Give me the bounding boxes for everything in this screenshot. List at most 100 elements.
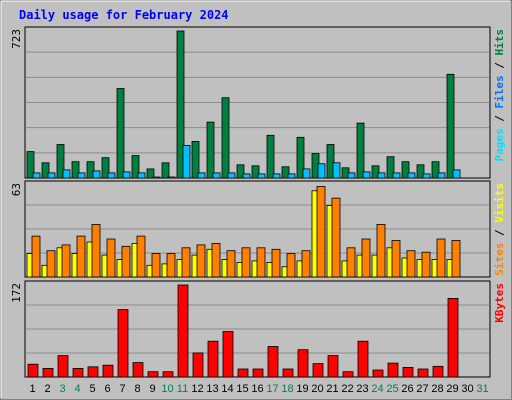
bar-files-day-16 xyxy=(257,173,266,179)
bar-files-day-4 xyxy=(77,172,86,179)
bar-sites-day-24 xyxy=(376,223,386,278)
bar-sites-day-27 xyxy=(421,251,431,278)
bar-hits-day-2 xyxy=(41,162,50,179)
bar-sites-day-19 xyxy=(301,250,311,278)
bar-hits-day-6 xyxy=(101,157,110,179)
legend-kbytes: KBytes xyxy=(493,283,506,323)
x-tick-label: 17 xyxy=(266,383,278,395)
x-tick-label: 9 xyxy=(149,383,155,395)
bar-hits-day-15 xyxy=(236,164,245,179)
bar-hits-day-4 xyxy=(71,161,80,179)
bar-sites-day-11 xyxy=(181,247,191,278)
bar-hits-day-12 xyxy=(191,140,200,179)
x-tick-label: 27 xyxy=(416,383,428,395)
bar-hits-day-11 xyxy=(176,30,185,179)
x-tick-label: 10 xyxy=(161,383,173,395)
bar-files-day-6 xyxy=(107,172,116,179)
legend-visits-sites: Sites / Visits xyxy=(493,183,506,276)
axis-max-label: 172 xyxy=(10,283,23,303)
chart-title: Daily usage for February 2024 xyxy=(19,8,229,22)
bar-kbytes-day-1 xyxy=(27,363,39,378)
bar-sites-day-9 xyxy=(151,253,161,278)
x-tick-label: 26 xyxy=(401,383,413,395)
bar-kbytes-day-15 xyxy=(237,368,249,378)
bar-kbytes-day-19 xyxy=(297,349,309,378)
bar-sites-day-13 xyxy=(211,242,221,278)
bar-sites-day-21 xyxy=(331,197,341,278)
legend-item: Sites xyxy=(493,243,506,276)
bar-hits-day-25 xyxy=(386,156,395,179)
bar-files-day-21 xyxy=(332,162,341,179)
bar-hits-day-5 xyxy=(86,161,95,179)
x-tick-label: 6 xyxy=(104,383,110,395)
bar-kbytes-day-2 xyxy=(42,367,54,378)
bar-sites-day-14 xyxy=(226,250,236,278)
bar-kbytes-day-24 xyxy=(372,369,384,378)
legend-item: Visits xyxy=(493,183,506,229)
x-tick-label: 18 xyxy=(281,383,293,395)
legend-hits-files-pages: Pages / Files / Hits xyxy=(493,29,506,162)
x-tick-label: 22 xyxy=(341,383,353,395)
bar-kbytes-day-4 xyxy=(72,367,84,378)
bar-files-day-3 xyxy=(62,169,71,179)
bar-files-day-25 xyxy=(392,172,401,179)
bar-files-day-26 xyxy=(407,172,416,179)
bar-kbytes-day-8 xyxy=(132,362,144,378)
axis-max-label: 723 xyxy=(10,29,23,49)
bar-hits-day-3 xyxy=(56,144,65,179)
bar-sites-day-18 xyxy=(286,253,296,278)
bar-kbytes-day-6 xyxy=(102,364,114,378)
bar-files-day-19 xyxy=(302,168,311,179)
bar-sites-day-23 xyxy=(361,238,371,278)
bar-hits-day-24 xyxy=(371,165,380,179)
bar-sites-day-29 xyxy=(451,240,461,278)
x-tick-label: 16 xyxy=(251,383,263,395)
bar-files-day-27 xyxy=(422,173,431,179)
bar-sites-day-26 xyxy=(406,250,416,278)
bar-kbytes-day-7 xyxy=(117,309,129,378)
bar-sites-day-8 xyxy=(136,235,146,278)
bar-hits-day-28 xyxy=(431,161,440,179)
x-tick-label: 19 xyxy=(296,383,308,395)
bar-sites-day-10 xyxy=(166,253,176,278)
bar-sites-day-17 xyxy=(271,248,281,278)
bar-sites-day-20 xyxy=(316,186,326,278)
bar-hits-day-23 xyxy=(356,122,365,179)
bar-hits-day-26 xyxy=(401,161,410,179)
bar-hits-day-21 xyxy=(326,144,335,179)
legend-item: / xyxy=(493,62,506,76)
legend-layer: Pages / Files / Hits Sites / Visits KBytes xyxy=(493,29,506,323)
bar-hits-day-29 xyxy=(446,73,455,179)
bar-kbytes-day-22 xyxy=(342,371,354,378)
bar-files-day-7 xyxy=(122,171,131,179)
bar-files-day-28 xyxy=(437,172,446,179)
bar-files-day-11 xyxy=(182,145,191,179)
bar-hits-day-19 xyxy=(296,136,305,179)
bar-files-day-17 xyxy=(272,173,281,179)
bar-sites-day-25 xyxy=(391,240,401,278)
bar-kbytes-day-27 xyxy=(417,368,429,378)
bar-files-day-5 xyxy=(92,170,101,179)
bar-hits-day-7 xyxy=(116,88,125,179)
bar-kbytes-day-29 xyxy=(447,297,459,378)
bar-kbytes-day-5 xyxy=(87,366,99,378)
bar-hits-day-13 xyxy=(206,121,215,179)
bars-layer xyxy=(26,30,461,378)
x-tick-label: 31 xyxy=(476,383,488,395)
bar-files-day-2 xyxy=(47,172,56,179)
bar-files-day-20 xyxy=(317,163,326,179)
bar-kbytes-day-20 xyxy=(312,363,324,378)
bar-sites-day-2 xyxy=(46,250,56,278)
x-tick-label: 20 xyxy=(311,383,323,395)
legend-item: KBytes xyxy=(493,283,506,323)
x-tick-label: 29 xyxy=(446,383,458,395)
bar-sites-day-6 xyxy=(106,238,116,278)
bar-kbytes-day-12 xyxy=(192,352,204,378)
bar-sites-day-5 xyxy=(91,223,101,278)
bar-files-day-12 xyxy=(197,172,206,179)
x-tick-label: 2 xyxy=(44,383,50,395)
bar-files-day-29 xyxy=(452,169,461,179)
x-tick-label: 24 xyxy=(371,383,383,395)
bar-files-day-10 xyxy=(167,176,176,179)
